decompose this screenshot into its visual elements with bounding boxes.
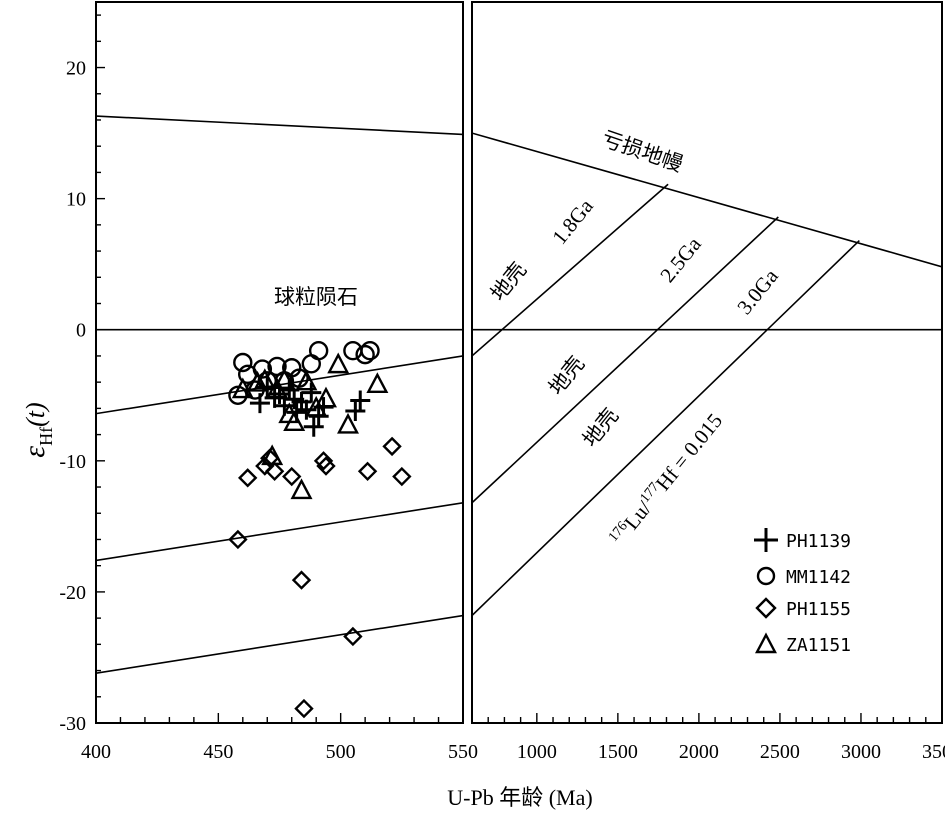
y-axis-tail: (t) — [21, 402, 50, 427]
ph1155-point — [228, 529, 248, 550]
mm1142-point — [308, 341, 329, 361]
depleted-mantle-line — [472, 132, 942, 268]
za1151-point — [261, 444, 284, 466]
depleted-mantle-label: 亏损地幔 — [599, 126, 686, 176]
mm1142-point — [301, 354, 322, 374]
ph1139-point — [301, 382, 322, 403]
za1151-point — [295, 369, 318, 391]
za1151-point — [314, 386, 337, 408]
mm1142-point — [360, 341, 380, 361]
ph1155-point — [260, 448, 280, 468]
za1151-point — [366, 372, 389, 393]
ph1155-point — [392, 466, 412, 487]
za1151-point — [253, 368, 276, 390]
x-tick-label-right: 3000 — [841, 741, 881, 763]
x-tick-label-right: 1000 — [517, 741, 557, 763]
ph1139-point — [350, 390, 371, 411]
x-tick-label-left: 400 — [81, 741, 111, 763]
crust-line-label-3-0ga: 3.0Ga — [732, 264, 783, 319]
lu-hf-ratio-label: 176Lu/177Hf = 0.015 — [606, 409, 727, 551]
left-panel-frame — [95, 1, 464, 724]
ph1155-point — [291, 570, 312, 590]
legend-label-ph1139: PH1139 — [786, 531, 851, 552]
reference-line-0 — [96, 115, 463, 136]
y-tick-label: -10 — [59, 451, 86, 473]
x-axis-title: U-Pb 年龄 (Ma) — [447, 785, 592, 810]
mm1142-point — [355, 344, 375, 365]
y-tick-label: -30 — [59, 713, 86, 735]
ph1155-point — [357, 461, 378, 482]
legend-item-mm1142: MM1142 — [756, 566, 851, 588]
legend-label-ph1155: PH1155 — [786, 599, 851, 620]
za1151-point — [327, 352, 350, 374]
y-tick-label: -20 — [59, 582, 86, 604]
ph1155-point — [264, 461, 285, 482]
za1151-point — [337, 412, 359, 434]
reference-line-3 — [96, 501, 463, 562]
ph1155-point — [313, 451, 334, 471]
right-panel-frame — [471, 1, 943, 724]
crust-line-label-2-5ga: 2.5Ga — [655, 232, 706, 287]
ph1155-point — [282, 466, 302, 487]
ph1155-point — [316, 456, 336, 476]
x-tick-label-right: 2500 — [760, 741, 800, 763]
legend-marker-triangle — [755, 632, 777, 654]
legend-label-mm1142: MM1142 — [786, 567, 851, 588]
mm1142-point — [233, 352, 253, 373]
ph1155-point — [382, 436, 402, 457]
crust-label-lower: 地壳 — [578, 404, 623, 452]
za1151-point — [273, 368, 296, 390]
x-tick-label-left: 550 — [448, 741, 478, 763]
crust-evolution-line-1-8Ga — [472, 183, 669, 357]
y-tick-label: 20 — [66, 58, 86, 80]
crust-evolution-line-2-5Ga — [472, 216, 779, 504]
x-tick-label-right: 3500 — [922, 741, 945, 763]
ph1139-point — [303, 416, 324, 437]
crust-evolution-line-3-0Ga — [472, 240, 860, 617]
x-tick-label-left: 500 — [326, 741, 356, 763]
ph1155-point — [343, 626, 363, 647]
legend-marker-diamond — [755, 597, 777, 619]
crust-line-label-1-8ga: 1.8Ga — [547, 194, 598, 249]
legend: PH1139 MM1142 PH1155 ZA1151 — [754, 528, 851, 656]
za1151-point — [231, 377, 254, 399]
legend-item-ph1139: PH1139 — [754, 528, 851, 552]
y-tick-label: 10 — [66, 189, 86, 211]
x-tick-label-right: 2000 — [679, 741, 719, 763]
za1151-point — [290, 478, 313, 500]
za1151-point — [283, 410, 306, 432]
crust-label-upper: 地壳 — [486, 258, 531, 306]
legend-item-ph1155: PH1155 — [755, 597, 851, 620]
ph1155-point — [294, 698, 314, 719]
legend-label-za1151: ZA1151 — [786, 635, 851, 656]
ph1139-point — [345, 401, 366, 422]
legend-marker-circle — [756, 566, 776, 586]
chondrite-label: 球粒陨石 — [274, 285, 358, 309]
y-axis-subscript: Hf — [36, 427, 56, 446]
ratio-hf: Hf = 0.015 — [651, 409, 727, 495]
za1151-point — [246, 370, 269, 392]
y-axis-title: εHf(t) — [18, 402, 56, 457]
x-tick-label-left: 450 — [203, 741, 233, 763]
ph1155-point — [237, 468, 258, 488]
x-tick-label-right: 1500 — [598, 741, 638, 763]
y-tick-label: 0 — [76, 320, 86, 342]
legend-item-za1151: ZA1151 — [755, 632, 851, 656]
reference-line-4 — [96, 614, 463, 674]
crust-label-middle: 地壳 — [544, 352, 589, 400]
y-axis-symbol: ε — [18, 446, 51, 458]
